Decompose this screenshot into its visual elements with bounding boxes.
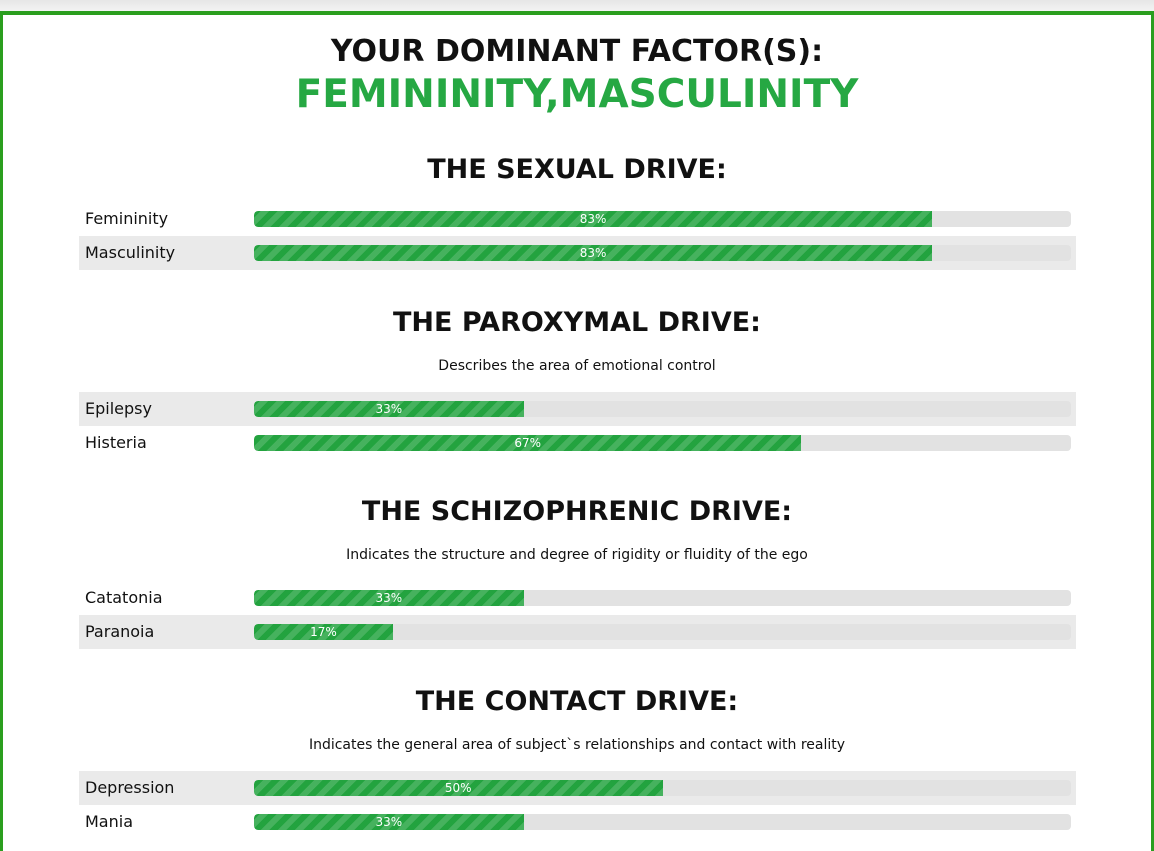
- factor-label: Depression: [85, 778, 175, 797]
- progress-track: 17%: [254, 624, 1071, 640]
- section-title-sexual-drive: THE SEXUAL DRIVE:: [427, 154, 727, 185]
- factor-label: Histeria: [85, 433, 147, 452]
- factor-row-femininity: Femininity 83%: [79, 202, 1076, 236]
- factor-label: Mania: [85, 812, 133, 831]
- progress-track: 33%: [254, 814, 1071, 830]
- factor-row-histeria: Histeria 67%: [79, 426, 1076, 460]
- factor-row-paranoia: Paranoia 17%: [79, 615, 1076, 649]
- progress-track: 83%: [254, 211, 1071, 227]
- factor-row-masculinity: Masculinity 83%: [79, 236, 1076, 270]
- progress-track: 67%: [254, 435, 1071, 451]
- factor-row-catatonia: Catatonia 33%: [79, 581, 1076, 615]
- progress-fill: 33%: [254, 590, 524, 606]
- factor-label: Masculinity: [85, 243, 176, 262]
- progress-track: 50%: [254, 780, 1071, 796]
- section-description-contact: Indicates the general area of subject`s …: [308, 737, 846, 753]
- progress-track: 83%: [254, 245, 1071, 261]
- progress-fill: 50%: [254, 780, 663, 796]
- factor-row-mania: Mania 33%: [79, 805, 1076, 839]
- progress-fill: 83%: [254, 245, 933, 261]
- section-title-contact-drive: THE CONTACT DRIVE:: [415, 686, 739, 717]
- section-description-schizophrenic: Indicates the structure and degree of ri…: [346, 547, 808, 563]
- factor-label: Epilepsy: [85, 399, 152, 418]
- factor-row-epilepsy: Epilepsy 33%: [79, 392, 1076, 426]
- progress-fill: 17%: [254, 624, 393, 640]
- dominant-factor-values: FEMININITY,MASCULINITY: [295, 72, 859, 117]
- progress-track: 33%: [254, 590, 1071, 606]
- progress-fill: 33%: [254, 401, 524, 417]
- section-description-paroxymal: Describes the area of emotional control: [438, 358, 716, 374]
- factor-row-depression: Depression 50%: [79, 771, 1076, 805]
- progress-fill: 83%: [254, 211, 933, 227]
- progress-fill: 67%: [254, 435, 802, 451]
- dominant-factor-heading: YOUR DOMINANT FACTOR(S):: [330, 34, 824, 69]
- section-title-schizophrenic-drive: THE SCHIZOPHRENIC DRIVE:: [361, 496, 793, 527]
- factor-label: Femininity: [85, 209, 169, 228]
- top-strip: [0, 0, 1154, 11]
- progress-track: 33%: [254, 401, 1071, 417]
- section-title-paroxymal-drive: THE PAROXYMAL DRIVE:: [393, 307, 761, 338]
- factor-label: Paranoia: [85, 622, 155, 641]
- results-frame: [0, 11, 1154, 851]
- factor-label: Catatonia: [85, 588, 163, 607]
- progress-fill: 33%: [254, 814, 524, 830]
